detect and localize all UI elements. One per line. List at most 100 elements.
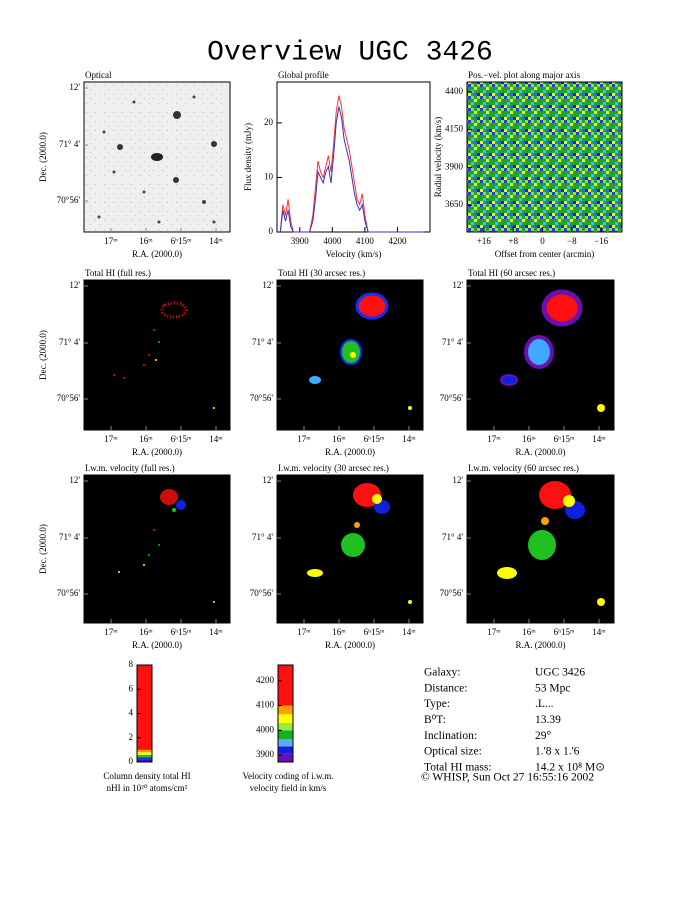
vel-map-60 [467,475,614,623]
y-tick-label: 70°56' [250,588,274,598]
info-value: 53 Mpc [535,682,570,694]
panel-title: Total HI (full res.) [85,268,151,278]
x-tick-label: 17ᵐ [487,627,501,637]
caption: nHI in 10²⁰ atoms/cm² [107,783,188,793]
y-tick-label: 71° 4' [252,337,273,347]
x-tick-label: 17ᵐ [104,627,118,637]
x-tick-label: 16ᵐ [522,627,536,637]
color-band [278,738,293,747]
color-band [278,714,293,723]
x-tick-label: −8 [567,236,577,246]
x-tick-label: 14ᵐ [402,627,416,637]
info-value: 29° [535,730,552,742]
color-band [137,754,152,758]
hi-map-60 [467,280,614,430]
info-label: Optical size: [424,746,482,758]
x-tick-label: 17ᵐ [104,236,118,246]
info-value: 1.'8 x 1.'6 [535,746,580,758]
y-tick-label: 10 [264,172,274,182]
y-tick-label: 70°56' [57,588,81,598]
y-tick-label: 71° 4' [59,532,80,542]
x-axis-label: R.A. (2000.0) [516,640,566,650]
x-axis-label: Offset from center (arcmin) [495,249,595,259]
frame [83,279,231,431]
x-axis-label: R.A. (2000.0) [325,447,375,457]
panel-title: Global profile [278,70,329,80]
x-tick-label: 16ᵐ [139,236,153,246]
x-tick-label: 6ʰ15ᵐ [554,627,575,637]
x-tick-label: 17ᵐ [297,434,311,444]
x-tick-label: 14ᵐ [209,627,223,637]
x-tick-label: 14ᵐ [209,236,223,246]
color-band [278,753,293,762]
x-tick-label: 17ᵐ [297,627,311,637]
y-tick-label: 71° 4' [442,532,463,542]
caption: velocity field in km/s [250,783,327,793]
color-band [278,665,293,706]
info-value: 14.2 x 10⁸ M⊙ [535,761,605,773]
footer: © WHISP, Sun Oct 27 16:55:16 2002 [421,772,594,784]
frame [83,81,231,233]
x-axis-label: R.A. (2000.0) [516,447,566,457]
x-tick-label: 17ᵐ [487,434,501,444]
y-tick-label: 71° 4' [252,532,273,542]
x-tick-label: +16 [477,236,492,246]
y-tick-label: 70°56' [440,588,464,598]
frame [466,279,615,431]
color-band [137,752,152,755]
color-band [137,759,152,762]
y-tick-label: 20 [264,117,274,127]
x-tick-label: 16ᵐ [139,434,153,444]
y-tick-label: 12' [69,280,80,290]
vel-map-full [84,475,230,623]
y-tick-label: 4 [129,708,134,718]
y-tick-label: 4400 [445,86,464,96]
info-label: Galaxy: [424,667,460,679]
y-tick-label: 8 [129,659,134,669]
y-tick-label: 6 [129,683,134,693]
x-tick-label: 14ᵐ [402,434,416,444]
panel-title: I.w.m. velocity (60 arcsec res.) [468,463,579,473]
frame [466,474,615,624]
x-tick-label: 4100 [356,236,375,246]
optical-image [84,82,230,232]
y-tick-label: 12' [262,280,273,290]
x-axis-label: Velocity (km/s) [326,249,382,259]
panel-title: Total HI (30 arcsec res.) [278,268,365,278]
color-band [278,722,293,731]
x-tick-label: 6ʰ15ᵐ [171,236,192,246]
y-tick-label: 70°56' [57,393,81,403]
caption: Velocity coding of i.w.m. [243,771,334,781]
x-tick-label: 3900 [291,236,310,246]
x-tick-label: 6ʰ15ᵐ [364,627,385,637]
frame [83,474,231,624]
frame [276,81,431,233]
y-tick-label: 71° 4' [59,139,80,149]
y-axis-label: Dec. (2000.0) [38,330,48,380]
vel-map-30 [277,475,423,623]
x-tick-label: 16ᵐ [332,627,346,637]
x-axis-label: R.A. (2000.0) [132,640,182,650]
x-tick-label: 6ʰ15ᵐ [364,434,385,444]
y-tick-label: 12' [452,280,463,290]
y-tick-label: 12' [69,475,80,485]
x-tick-label: 4200 [388,236,407,246]
x-tick-label: 16ᵐ [522,434,536,444]
x-axis-label: R.A. (2000.0) [132,447,182,457]
info-value: .L... [535,698,554,710]
color-band [278,730,293,739]
info-label: B⁰T: [424,714,446,726]
x-axis-label: R.A. (2000.0) [132,249,182,259]
x-tick-label: 4000 [323,236,342,246]
y-tick-label: 3900 [256,749,275,759]
panel-title: Total HI (60 arcsec res.) [468,268,555,278]
hi-map-full [84,280,230,430]
y-tick-label: 70°56' [57,195,81,205]
panel-title: Optical [85,70,112,80]
page-title: Overview UGC 3426 [207,37,493,68]
x-tick-label: 6ʰ15ᵐ [171,434,192,444]
x-tick-label: 16ᵐ [332,434,346,444]
x-tick-label: −16 [594,236,609,246]
y-tick-label: 12' [69,82,80,92]
